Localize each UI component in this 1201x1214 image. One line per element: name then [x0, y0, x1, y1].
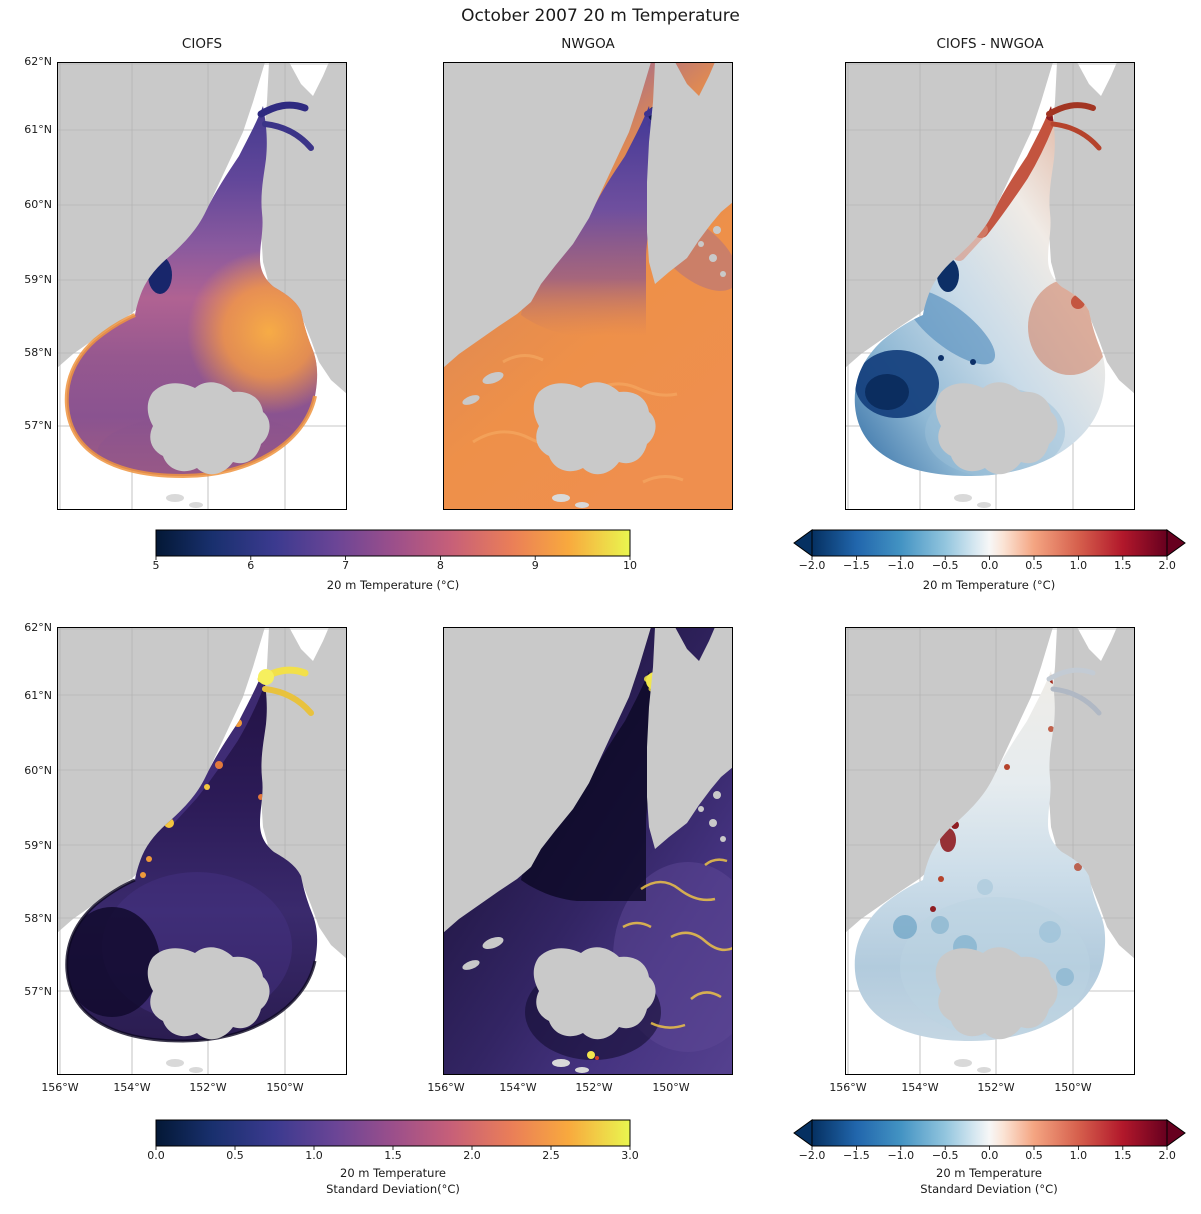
- colorbar-tick-label: 0.0: [980, 559, 999, 572]
- colorbar-tick-label: 6: [247, 559, 255, 572]
- lon-tick-label: 156°W: [41, 1081, 79, 1094]
- lat-tick-label: 58°N: [24, 346, 52, 359]
- lat-tick-label: 60°N: [24, 198, 52, 211]
- lon-tick-label: 150°W: [652, 1081, 690, 1094]
- colorbar-std-difference: [793, 1119, 1186, 1150]
- lon-tick-label: 152°W: [189, 1081, 227, 1094]
- colorbar-tick-label: 1.0: [1069, 559, 1088, 572]
- figure-title: October 2007 20 m Temperature: [461, 6, 740, 26]
- colorbar-tick-label: 0.0: [147, 1149, 165, 1162]
- colorbar-label: Standard Deviation (°C): [920, 1182, 1058, 1196]
- colorbar-label: 20 m Temperature: [340, 1166, 446, 1180]
- lon-tick-label: 150°W: [1054, 1081, 1092, 1094]
- lon-tick-label: 154°W: [113, 1081, 151, 1094]
- lon-tick-label: 152°W: [977, 1081, 1015, 1094]
- colorbar-temperature: [155, 529, 631, 560]
- colorbar-tick-label: 0.5: [226, 1149, 244, 1162]
- colorbar-tick-label: 2.0: [463, 1149, 481, 1162]
- lat-tick-label: 61°N: [24, 689, 52, 702]
- panel-title-ciofs: CIOFS: [181, 36, 223, 52]
- lon-tick-label: 152°W: [575, 1081, 613, 1094]
- lat-tick-label: 59°N: [24, 839, 52, 852]
- colorbar-tick-label: 9: [531, 559, 539, 572]
- colorbar-tick-label: 7: [342, 559, 350, 572]
- colorbar-tick-label: −1.5: [843, 1149, 870, 1162]
- colorbar-temperature-difference: [793, 529, 1186, 560]
- panel-title-nwgoa: NWGOA: [561, 36, 615, 52]
- lat-tick-label: 58°N: [24, 912, 52, 925]
- colorbar-tick-label: −2.0: [798, 1149, 826, 1162]
- colorbar-tick-label: 3.0: [621, 1149, 639, 1162]
- lon-tick-label: 150°W: [266, 1081, 304, 1094]
- colorbar-label: 20 m Temperature: [936, 1166, 1042, 1180]
- lat-tick-label: 60°N: [24, 764, 52, 777]
- map-panel-temperature-difference: [845, 62, 1135, 510]
- lat-tick-label: 62°N: [24, 55, 52, 68]
- map-panel-nwgoa-temperature: [443, 62, 733, 510]
- colorbar-tick-label: 1.0: [305, 1149, 323, 1162]
- colorbar-tick-label: 2.0: [1158, 1149, 1176, 1162]
- lon-tick-label: 154°W: [499, 1081, 537, 1094]
- colorbar-tick-label: 1.5: [1114, 1149, 1132, 1162]
- colorbar-tick-label: 1.0: [1069, 1149, 1088, 1162]
- lat-tick-label: 57°N: [24, 985, 52, 998]
- colorbar-tick-label: −1.0: [887, 1149, 915, 1162]
- lat-tick-label: 59°N: [24, 273, 52, 286]
- lon-tick-label: 156°W: [829, 1081, 867, 1094]
- colorbar-tick-label: 10: [623, 559, 637, 572]
- colorbar-tick-label: −2.0: [798, 559, 826, 572]
- map-panel-std-difference: [845, 627, 1135, 1075]
- colorbar-tick-label: 0.5: [1025, 559, 1043, 572]
- lat-tick-label: 57°N: [24, 419, 52, 432]
- colorbar-tick-label: −1.0: [887, 559, 915, 572]
- lon-tick-label: 154°W: [901, 1081, 939, 1094]
- colorbar-label: Standard Deviation(°C): [326, 1182, 460, 1196]
- colorbar-tick-label: 2.0: [1158, 559, 1176, 572]
- colorbar-tick-label: 8: [436, 559, 444, 572]
- map-panel-nwgoa-std: [443, 627, 733, 1075]
- colorbar-tick-label: 1.5: [384, 1149, 402, 1162]
- colorbar-tick-label: −0.5: [931, 1149, 959, 1162]
- colorbar-tick-label: 2.5: [542, 1149, 560, 1162]
- panel-title-diff: CIOFS - NWGOA: [936, 36, 1044, 52]
- lon-tick-label: 156°W: [427, 1081, 465, 1094]
- lat-tick-label: 62°N: [24, 621, 52, 634]
- lat-tick-label: 61°N: [24, 123, 52, 136]
- colorbar-std: [155, 1119, 631, 1150]
- colorbar-tick-label: 0.5: [1025, 1149, 1043, 1162]
- map-panel-ciofs-std: [57, 627, 347, 1075]
- colorbar-label: 20 m Temperature (°C): [326, 578, 460, 592]
- map-panel-ciofs-temperature: [57, 62, 347, 510]
- colorbar-tick-label: 0.0: [980, 1149, 999, 1162]
- colorbar-tick-label: 1.5: [1114, 559, 1132, 572]
- colorbar-label: 20 m Temperature (°C): [922, 578, 1056, 592]
- colorbar-tick-label: 5: [152, 559, 160, 572]
- colorbar-tick-label: −1.5: [843, 559, 870, 572]
- colorbar-tick-label: −0.5: [931, 559, 959, 572]
